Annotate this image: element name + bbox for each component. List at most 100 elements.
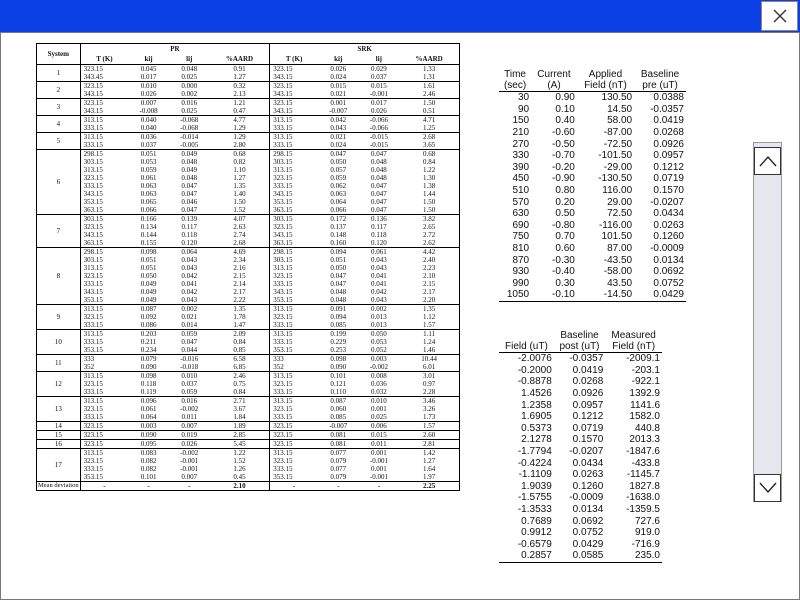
- table-cell: 1.57: [399, 321, 461, 330]
- table-cell: 0.024: [330, 141, 347, 149]
- table-cell: -0.2000: [517, 364, 552, 376]
- table-row: 323.15 0.082 -0.001 1.52 323.15 0.079 -0.001 1.…: [37, 457, 461, 465]
- system-cell: 13: [36, 396, 81, 422]
- table-cell: 750: [512, 231, 530, 243]
- table-cell: 0.0752: [653, 277, 684, 289]
- table-cell: 3.26: [399, 405, 461, 413]
- table-cell: -1847.6: [626, 446, 660, 458]
- table-cell: 0.160: [330, 239, 347, 247]
- table-cell: 0.066: [330, 206, 347, 214]
- table-cell: 0.079: [330, 473, 347, 481]
- table-row: 570 0.20 29.00 -0.0207: [499, 196, 686, 208]
- table-cell: 0.032: [371, 388, 387, 396]
- table-cell: 0.84: [209, 388, 271, 397]
- table-cell: 0.002: [181, 90, 198, 98]
- table-cell: 313.15: [269, 371, 318, 380]
- table-row: 1.6905 0.1212 1582.0: [499, 411, 662, 423]
- table-cell: 690: [512, 219, 530, 231]
- table-cell: -43.50: [603, 254, 633, 266]
- table-cell: 0.085: [330, 413, 347, 421]
- table-cell: 0.059: [168, 329, 210, 338]
- table-cell: -: [80, 481, 129, 491]
- table-cell: -116.00: [598, 219, 633, 231]
- table-cell: 333.15: [83, 338, 103, 346]
- column-header: (sec): [499, 80, 532, 92]
- table-row: 17 313.15 0.083 -0.002 1.22 313.15 0.077 0.001 1…: [36, 448, 461, 482]
- table-cell: 0.090: [128, 430, 169, 440]
- table-cell: 2.62: [399, 239, 461, 248]
- table-cell: 0.083: [128, 448, 169, 457]
- table-cell: 0.021: [181, 313, 198, 321]
- table-row: 1.4526 0.0926 1392.9: [499, 388, 662, 400]
- table-row: 16 323.15 0.095 0.026 5.45 323.15 0.081 0.011 2.…: [36, 439, 461, 449]
- table-cell: 0.32: [209, 81, 271, 90]
- system-cell: 5: [36, 132, 81, 150]
- table-cell: 0.148: [330, 231, 347, 239]
- table-cell: 0.047: [371, 182, 387, 190]
- table-cell: 313.15: [80, 115, 129, 124]
- table-cell: 0.000: [168, 81, 210, 90]
- pr-aard-header: %AARD: [209, 54, 271, 65]
- table-cell: 1.27: [209, 73, 271, 82]
- table-row: 343.15 -0.008 0.025 0.47 343.15 -0.007 0.026 0.…: [37, 107, 461, 116]
- table-cell: 313.15: [269, 448, 318, 457]
- table-cell: 1.29: [209, 124, 271, 133]
- table-cell: 363.15: [273, 206, 293, 214]
- table-cell: 3.46: [399, 396, 461, 405]
- table-cell: 313.15: [83, 264, 103, 272]
- table-cell: 0.050: [330, 264, 347, 272]
- table-cell: -0.50: [552, 138, 575, 150]
- close-button[interactable]: [761, 1, 798, 31]
- srk-lij-header: lij: [358, 54, 400, 65]
- table-cell: 90: [518, 103, 530, 115]
- table-cell: 323.15: [273, 223, 293, 231]
- table-cell: 0.051: [140, 256, 157, 264]
- table-row: 15 323.15 0.090 0.019 2.85 323.15 0.081 0.015 2.…: [36, 430, 461, 440]
- table-cell: 313.15: [80, 371, 129, 380]
- scroll-down-button[interactable]: [754, 474, 781, 502]
- table-cell: 0.2857: [499, 550, 554, 563]
- table-cell: 2.63: [209, 223, 271, 231]
- table-cell: 4.71: [399, 115, 461, 124]
- vertical-scrollbar[interactable]: [753, 142, 782, 502]
- table-cell: 0.064: [168, 247, 210, 256]
- table-cell: 0.0429: [634, 289, 686, 302]
- table-cell: 0.098: [128, 247, 169, 256]
- table-cell: 0.059: [330, 174, 347, 182]
- table-cell: -0.018: [180, 363, 199, 371]
- table-cell: 0.051: [330, 256, 347, 264]
- table-row: 313.15 0.059 0.049 1.10 313.15 0.057 0.048 1.22: [37, 166, 461, 174]
- table-cell: 450: [512, 173, 530, 185]
- table-cell: -: [269, 481, 318, 491]
- table-cell: 1.47: [209, 321, 271, 330]
- table-cell: -433.8: [631, 457, 660, 469]
- table-cell: -0.002: [180, 405, 199, 413]
- table-row: 333.15 0.119 0.059 0.84 333.15 0.110 0.032 2.28: [37, 388, 461, 397]
- table-cell: 353.15: [273, 346, 293, 354]
- table-cell: 0.0388: [653, 92, 684, 104]
- table-row: 750 0.70 101.50 0.1260: [499, 231, 686, 243]
- table-row: 930 -0.40 -58.00 0.0692: [499, 266, 686, 278]
- table-cell: 0.059: [181, 388, 198, 396]
- table-cell: 0.053: [140, 158, 157, 166]
- table-cell: -0.40: [552, 266, 575, 278]
- table-cell: 0.0134: [572, 504, 604, 516]
- table-cell: 0.007: [168, 421, 210, 431]
- table-cell: 298.15: [80, 149, 129, 158]
- table-cell: -87.00: [603, 127, 633, 139]
- table-cell: 0.087: [128, 304, 169, 313]
- table-cell: 0.043: [181, 264, 198, 272]
- table-cell: 0.144: [140, 231, 157, 239]
- scroll-up-button[interactable]: [754, 147, 781, 175]
- table-cell: -130.50: [598, 173, 633, 185]
- pr-srk-table: System PR SRK T (K) kij lij %AARD T (K) kij li…: [36, 43, 461, 491]
- column-header: Field (nT): [576, 80, 635, 92]
- table-cell: 2.71: [209, 396, 271, 405]
- table-cell: 2.40: [399, 256, 461, 264]
- table-cell: 130.50: [601, 92, 633, 104]
- table-cell: -29.00: [603, 161, 633, 173]
- table-row: 333.15 0.037 -0.005 2.80 333.15 0.024 -0.015 3.…: [37, 141, 461, 150]
- table-row: 4 313.15 0.040 -0.068 4.77 313.15 0.042 -0.066 4…: [36, 115, 461, 133]
- table-cell: 0.048: [371, 158, 387, 166]
- table-cell: 333.15: [83, 124, 103, 132]
